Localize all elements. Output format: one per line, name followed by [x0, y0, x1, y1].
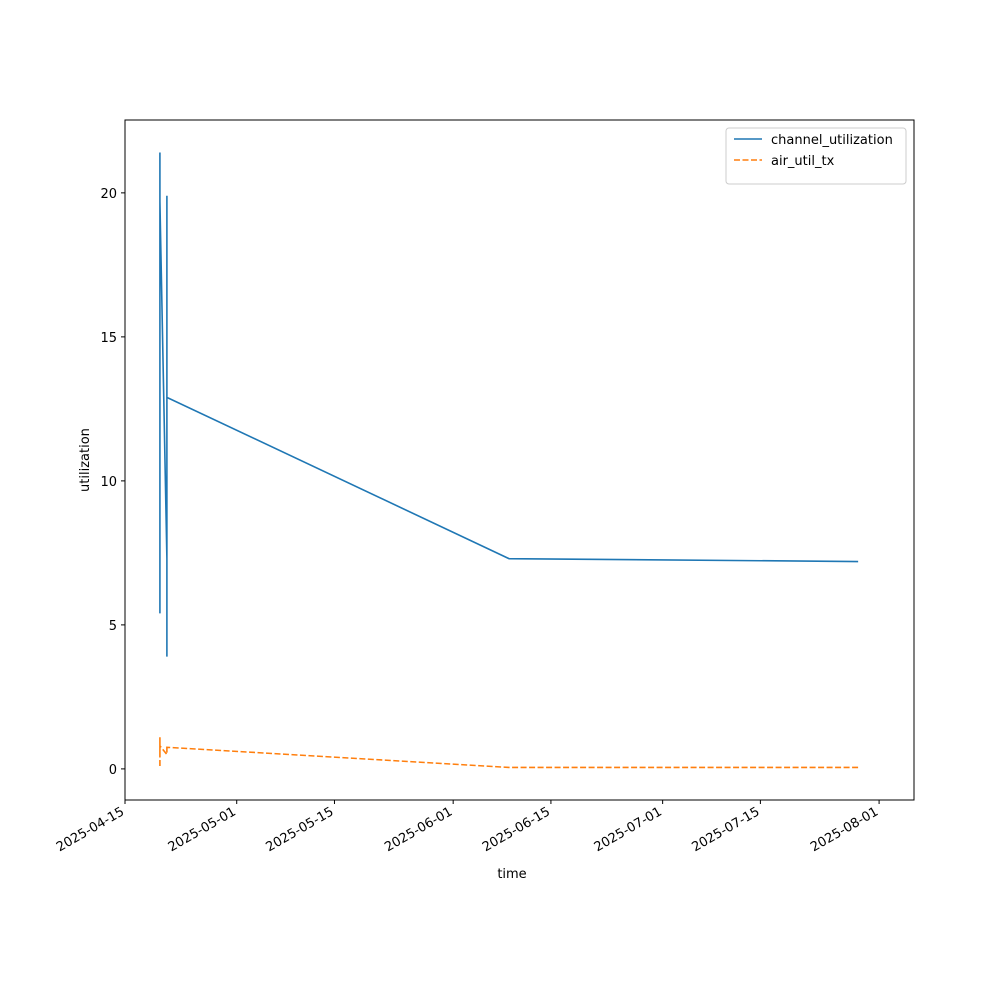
- y-tick-label: 10: [100, 475, 117, 490]
- y-tick-label: 0: [109, 763, 117, 778]
- y-axis-label: utilization: [78, 428, 93, 492]
- x-tick-label: 2025-08-01: [808, 804, 881, 855]
- data-line: [159, 737, 859, 769]
- x-tick-label: 2025-07-15: [689, 804, 762, 855]
- x-tick-label: 2025-05-01: [166, 804, 239, 855]
- y-tick-label: 5: [109, 619, 117, 634]
- y-tick-label: 15: [100, 331, 117, 346]
- data-line: [159, 152, 859, 657]
- x-axis-label: time: [497, 867, 526, 882]
- legend-label: channel_utilization: [771, 133, 893, 148]
- legend-label: air_util_tx: [771, 154, 835, 169]
- plot-frame: [124, 119, 915, 801]
- y-tick-label: 20: [100, 187, 117, 202]
- legend-box: [725, 127, 907, 185]
- x-tick-label: 2025-05-15: [264, 804, 337, 855]
- x-tick-label: 2025-06-01: [382, 804, 455, 855]
- x-tick-label: 2025-04-15: [54, 804, 127, 855]
- x-tick-label: 2025-07-01: [592, 804, 665, 855]
- x-tick-label: 2025-06-15: [480, 804, 553, 855]
